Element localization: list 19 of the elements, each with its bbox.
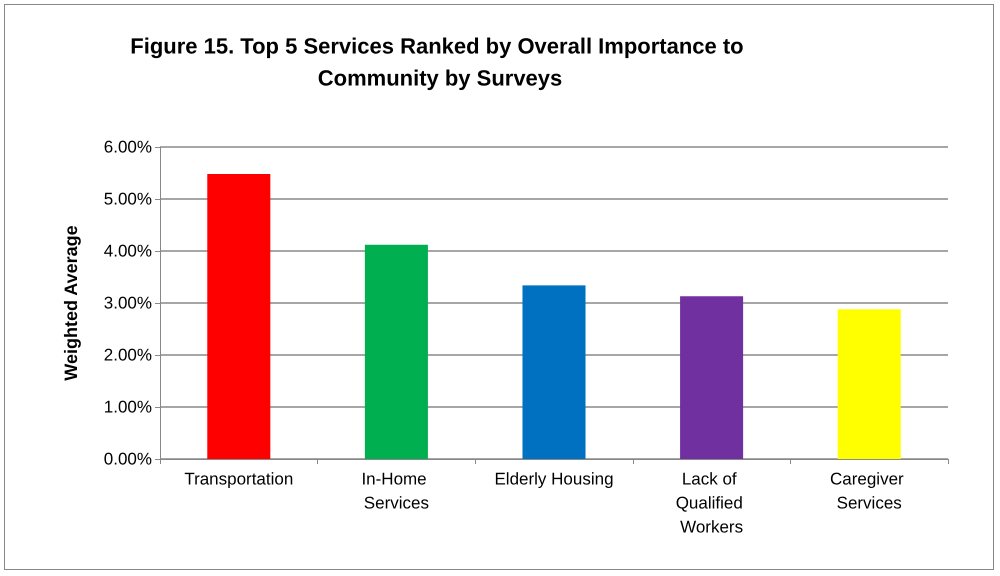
chart-title: Figure 15. Top 5 Services Ranked by Overall Importance to Community by Surveys [130, 34, 750, 90]
y-tick-label: 0.00% [104, 450, 152, 468]
y-tick-label: 1.00% [104, 398, 152, 416]
bar [364, 244, 428, 459]
x-tick-label: In-Home Services [361, 470, 432, 512]
x-tick-label: Elderly Housing [494, 470, 614, 488]
y-tick-label: 6.00% [104, 138, 152, 156]
bar [207, 174, 270, 459]
y-tick-label: 5.00% [104, 190, 152, 208]
x-tick-label: Caregiver Services [830, 470, 908, 512]
y-axis-title: Weighted Average [61, 225, 81, 381]
y-tick-label: 4.00% [104, 242, 152, 260]
x-tick-label: Lack of Qualified Workers [676, 470, 748, 536]
bar [522, 285, 586, 459]
y-tick-label: 2.00% [104, 346, 152, 364]
bar [838, 309, 901, 459]
y-tick-label: 3.00% [104, 294, 152, 312]
bar [680, 296, 744, 459]
x-tick-label: Transportation [184, 470, 294, 488]
